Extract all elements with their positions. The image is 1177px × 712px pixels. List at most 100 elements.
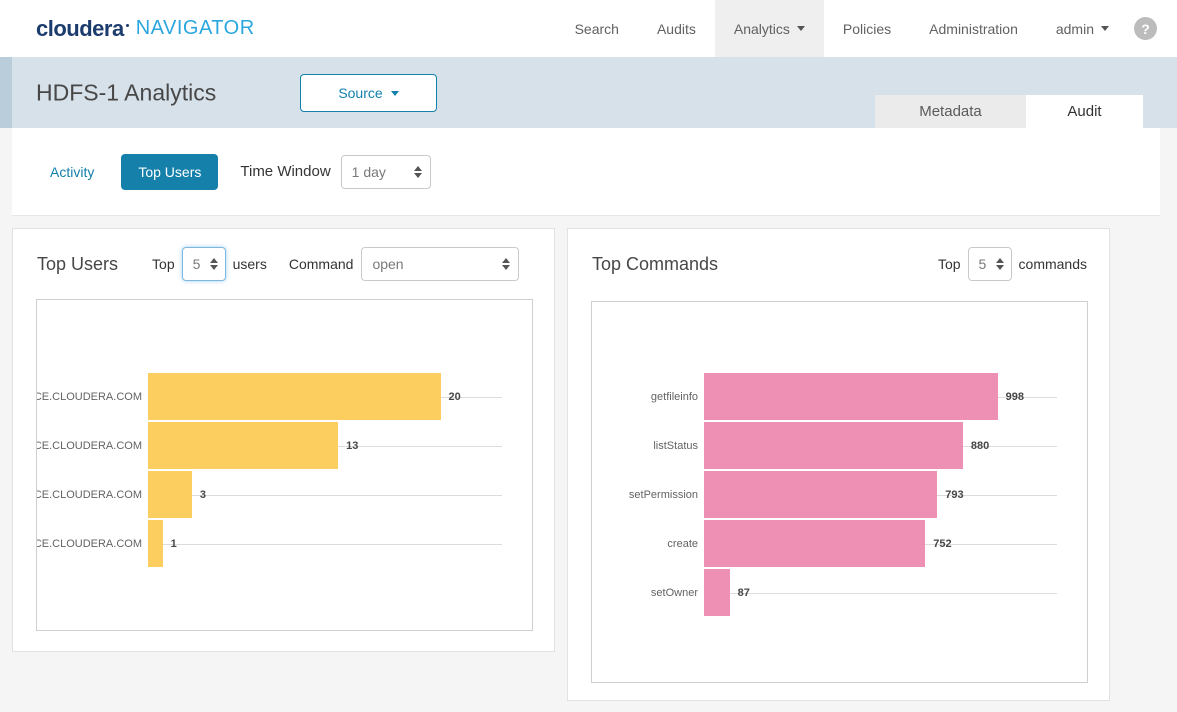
command-label: Command xyxy=(288,256,354,272)
category-label: listStatus xyxy=(653,439,698,452)
nav-item-audits[interactable]: Audits xyxy=(638,0,715,57)
category-label: getfileinfo xyxy=(650,390,698,403)
bar[interactable] xyxy=(704,520,926,567)
nav-item-label: Analytics xyxy=(733,20,790,37)
user-menu[interactable]: admin xyxy=(1037,0,1128,57)
top-users-count-select[interactable]: 5 xyxy=(181,247,226,281)
stepper-icon xyxy=(404,165,422,178)
metadata-audit-tabs: Metadata Audit xyxy=(875,95,1143,128)
nav-item-policies[interactable]: Policies xyxy=(824,0,910,57)
nav-item-search[interactable]: Search xyxy=(556,0,638,57)
chart-row: setPermission 793 xyxy=(592,470,1087,519)
source-dropdown-button[interactable]: Source xyxy=(300,74,437,112)
bar[interactable] xyxy=(148,373,441,420)
chart-row: CE.CLOUDERA.COM 20 xyxy=(37,372,532,421)
bar-value-label: 20 xyxy=(448,390,461,403)
bar-plot-area: 1 xyxy=(148,519,502,568)
bar-plot-area: 13 xyxy=(148,421,502,470)
panel-title: Top Users xyxy=(37,253,119,274)
category-label: setOwner xyxy=(650,586,698,599)
nav-item-administration[interactable]: Administration xyxy=(910,0,1037,57)
bar-plot-area: 20 xyxy=(148,372,502,421)
top-commands-panel-header: Top Commands Top 5 commands xyxy=(568,229,1109,299)
user-menu-label: admin xyxy=(1055,20,1094,37)
activity-link[interactable]: Activity xyxy=(50,163,95,180)
chart-rows: CE.CLOUDERA.COM 20 CE.CLOUDERA.COM 13 CE.CLO… xyxy=(37,300,532,568)
top-commands-count-value: 5 xyxy=(978,256,987,272)
stepper-icon xyxy=(492,258,511,270)
source-button-label: Source xyxy=(338,85,383,101)
category-label: CE.CLOUDERA.COM xyxy=(37,488,142,501)
tab-label: Metadata xyxy=(919,103,982,120)
time-window-select[interactable]: 1 day xyxy=(340,154,431,189)
commands-unit-label: commands xyxy=(1018,256,1087,272)
top-users-panel-header: Top Users Top 5 users Command open xyxy=(13,229,554,299)
top-commands-count-select[interactable]: 5 xyxy=(967,247,1012,281)
chart-row: CE.CLOUDERA.COM 3 xyxy=(37,470,532,519)
command-select[interactable]: open xyxy=(361,247,520,281)
command-select-value: open xyxy=(372,256,404,272)
category-label: create xyxy=(667,537,698,550)
bar-plot-area: 998 xyxy=(704,372,1057,421)
stepper-icon xyxy=(200,258,219,270)
time-window-label: Time Window xyxy=(240,163,331,180)
panel-title: Top Commands xyxy=(592,253,719,274)
nav-items: Search Audits Analytics Policies Adminis… xyxy=(556,0,1169,57)
stepper-icon xyxy=(986,258,1005,270)
nav-item-label: Search xyxy=(574,20,619,37)
chevron-down-icon xyxy=(796,26,805,31)
chart-row: getfileinfo 998 xyxy=(592,372,1087,421)
bar[interactable] xyxy=(704,569,730,616)
chevron-down-icon xyxy=(1101,26,1109,31)
filter-bar: Activity Top Users Time Window 1 day xyxy=(12,128,1160,216)
bar-value-label: 13 xyxy=(346,439,359,452)
tab-audit[interactable]: Audit xyxy=(1026,95,1143,128)
bar[interactable] xyxy=(704,422,963,469)
gridline xyxy=(148,494,502,496)
tab-metadata[interactable]: Metadata xyxy=(875,95,1026,128)
header-accent-strip xyxy=(0,57,12,128)
top-users-bar-chart: CE.CLOUDERA.COM 20 CE.CLOUDERA.COM 13 CE.CLO… xyxy=(36,299,533,631)
top-commands-bar-chart: getfileinfo 998 listStatus 880 setPermission… xyxy=(591,301,1088,683)
bar-plot-area: 880 xyxy=(704,421,1057,470)
top-commands-panel: Top Commands Top 5 commands getfileinfo 9… xyxy=(567,228,1110,701)
bar-plot-area: 3 xyxy=(148,470,502,519)
bar-value-label: 998 xyxy=(1005,390,1024,403)
bar-value-label: 1 xyxy=(170,537,177,550)
gridline xyxy=(704,592,1057,594)
category-label: CE.CLOUDERA.COM xyxy=(37,439,142,452)
bar[interactable] xyxy=(148,422,339,469)
bar[interactable] xyxy=(704,471,938,518)
chevron-down-icon xyxy=(390,90,399,96)
bar[interactable] xyxy=(704,373,998,420)
chart-row: CE.CLOUDERA.COM 13 xyxy=(37,421,532,470)
top-users-toggle-button[interactable]: Top Users xyxy=(121,153,219,190)
nav-item-label: Administration xyxy=(929,20,1018,37)
chart-row: create 752 xyxy=(592,519,1087,568)
bar-plot-area: 87 xyxy=(704,568,1057,617)
chart-row: setOwner 87 xyxy=(592,568,1087,617)
chart-row: listStatus 880 xyxy=(592,421,1087,470)
page-title: HDFS-1 Analytics xyxy=(36,79,217,105)
top-users-panel: Top Users Top 5 users Command open CE.CL… xyxy=(12,228,555,652)
bar-value-label: 752 xyxy=(933,537,952,550)
gridline xyxy=(148,543,502,545)
bar-value-label: 87 xyxy=(737,586,750,599)
nav-item-label: Audits xyxy=(656,20,696,37)
category-label: CE.CLOUDERA.COM xyxy=(37,390,142,403)
help-icon[interactable]: ? xyxy=(1134,17,1157,40)
chart-row: CE.CLOUDERA.COM 1 xyxy=(37,519,532,568)
category-label: CE.CLOUDERA.COM xyxy=(37,537,142,550)
tab-label: Audit xyxy=(1067,103,1102,120)
bar[interactable] xyxy=(148,471,192,518)
cloudera-navigator-logo: cloudera NAVIGATOR xyxy=(36,0,255,57)
nav-item-analytics[interactable]: Analytics xyxy=(714,0,824,57)
chart-rows: getfileinfo 998 listStatus 880 setPermission… xyxy=(592,302,1087,617)
bar-plot-area: 752 xyxy=(704,519,1057,568)
bar-value-label: 793 xyxy=(945,488,964,501)
page-header-band: HDFS-1 Analytics Source Metadata Audit xyxy=(0,57,1177,128)
bar-value-label: 3 xyxy=(199,488,206,501)
bar[interactable] xyxy=(148,520,163,567)
logo-brand-text: cloudera xyxy=(36,16,129,42)
top-count-label: Top xyxy=(937,256,961,272)
